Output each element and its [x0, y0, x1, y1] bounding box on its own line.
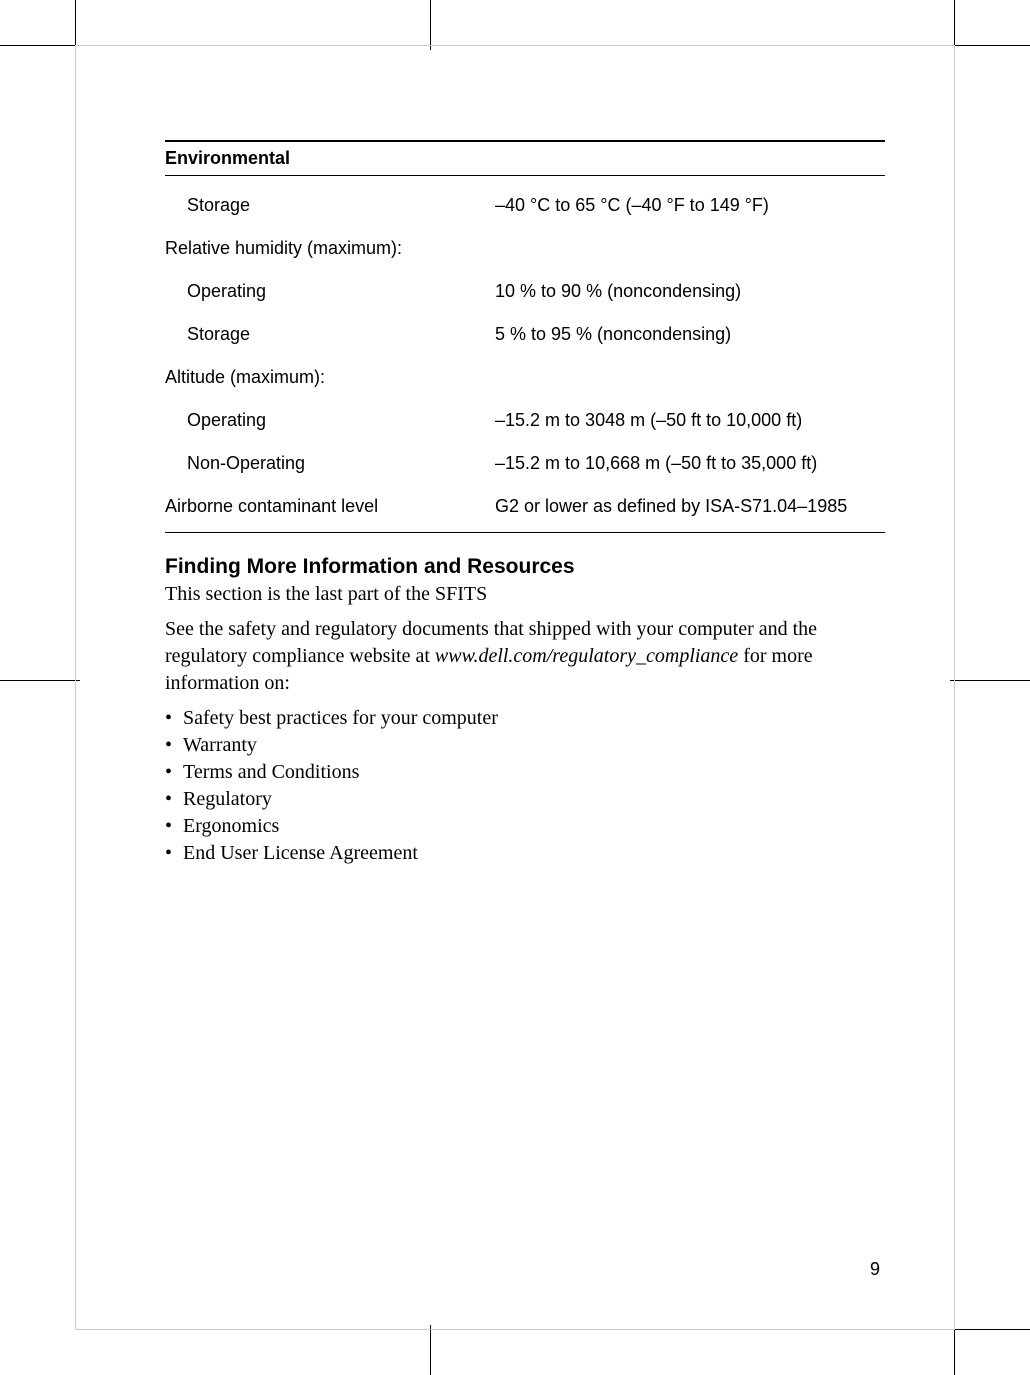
list-item: Warranty — [165, 732, 885, 759]
spec-value: G2 or lower as defined by ISA-S71.04–198… — [495, 496, 885, 517]
crop-mark — [430, 0, 431, 50]
list-item: End User License Agreement — [165, 840, 885, 867]
table-row: Airborne contaminant level G2 or lower a… — [165, 485, 885, 528]
crop-mark — [0, 680, 80, 681]
table-border — [165, 532, 885, 533]
table-row: Storage –40 °C to 65 °C (–40 °F to 149 °… — [165, 184, 885, 227]
spec-label: Non-Operating — [165, 453, 495, 474]
spec-label: Airborne contaminant level — [165, 496, 495, 517]
spec-label: Operating — [165, 281, 495, 302]
link-text: www.dell.com/regulatory_compliance — [435, 645, 738, 667]
spec-table: Storage –40 °C to 65 °C (–40 °F to 149 °… — [165, 184, 885, 528]
table-row: Operating 10 % to 90 % (noncondensing) — [165, 270, 885, 313]
intro-text: This section is the last part of the SFI… — [165, 581, 885, 608]
list-item: Terms and Conditions — [165, 759, 885, 786]
spec-value: –40 °C to 65 °C (–40 °F to 149 °F) — [495, 195, 885, 216]
spec-value: –15.2 m to 10,668 m (–50 ft to 35,000 ft… — [495, 453, 885, 474]
spec-label: Altitude (maximum): — [165, 367, 495, 388]
spec-value: 5 % to 95 % (noncondensing) — [495, 324, 885, 345]
crop-mark — [955, 45, 1030, 46]
spec-label: Relative humidity (maximum): — [165, 238, 495, 259]
crop-mark — [0, 45, 75, 46]
list-item: Safety best practices for your computer — [165, 705, 885, 732]
spec-value: –15.2 m to 3048 m (–50 ft to 10,000 ft) — [495, 410, 885, 431]
crop-mark — [950, 680, 1030, 681]
table-header: Environmental — [165, 140, 885, 176]
table-row: Non-Operating –15.2 m to 10,668 m (–50 f… — [165, 442, 885, 485]
table-row: Operating –15.2 m to 3048 m (–50 ft to 1… — [165, 399, 885, 442]
list-item: Ergonomics — [165, 813, 885, 840]
table-row: Storage 5 % to 95 % (noncondensing) — [165, 313, 885, 356]
spec-value — [495, 238, 885, 259]
section-heading: Finding More Information and Resources — [165, 555, 885, 579]
crop-mark — [954, 1330, 955, 1375]
body-paragraph: See the safety and regulatory documents … — [165, 616, 885, 697]
spec-label: Operating — [165, 410, 495, 431]
table-row: Relative humidity (maximum): — [165, 227, 885, 270]
crop-mark — [955, 1329, 1030, 1330]
bullet-list: Safety best practices for your computer … — [165, 705, 885, 867]
crop-mark — [75, 0, 76, 45]
crop-mark — [430, 1325, 431, 1375]
table-row: Altitude (maximum): — [165, 356, 885, 399]
spec-label: Storage — [165, 195, 495, 216]
page-content: Environmental Storage –40 °C to 65 °C (–… — [165, 140, 885, 867]
crop-mark — [954, 0, 955, 45]
spec-value: 10 % to 90 % (noncondensing) — [495, 281, 885, 302]
spec-value — [495, 367, 885, 388]
page-number: 9 — [870, 1259, 880, 1280]
list-item: Regulatory — [165, 786, 885, 813]
spec-label: Storage — [165, 324, 495, 345]
